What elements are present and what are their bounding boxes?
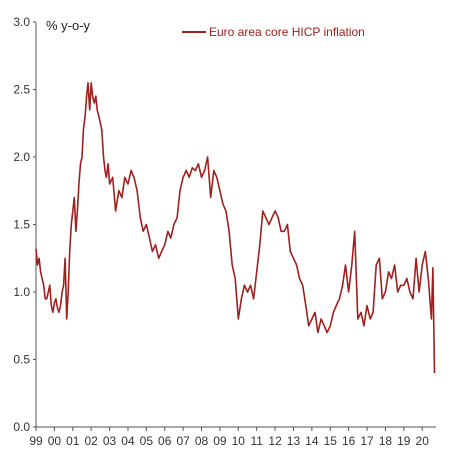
series-line-core-hicp [35, 82, 436, 374]
x-tick-label: 11 [250, 434, 263, 448]
legend: Euro area core HICP inflation [182, 25, 365, 39]
x-tick-label: 03 [103, 434, 117, 448]
x-tick-label: 13 [287, 434, 301, 448]
y-tick-label: 1.5 [13, 218, 30, 232]
x-tick-label: 19 [397, 434, 411, 448]
x-tick-label: 12 [268, 434, 282, 448]
series-group [35, 82, 436, 374]
x-tick-label: 07 [176, 434, 190, 448]
x-tick-label: 20 [416, 434, 430, 448]
y-tick-label: 2.5 [13, 83, 30, 97]
x-tick-label: 99 [29, 434, 43, 448]
y-tick-label: 2.0 [13, 150, 30, 164]
x-tick-label: 05 [140, 434, 154, 448]
x-tick-label: 18 [379, 434, 393, 448]
x-tick-label: 10 [232, 434, 246, 448]
y-tick-label: 3.0 [13, 15, 30, 29]
x-tick-label: 08 [195, 434, 209, 448]
x-tick-label: 09 [213, 434, 227, 448]
x-tick-label: 15 [324, 434, 338, 448]
x-tick-label: 00 [48, 434, 62, 448]
y-tick-label: 0.5 [13, 353, 30, 367]
x-tick-label: 02 [84, 434, 98, 448]
x-tick-label: 17 [360, 434, 374, 448]
x-tick-label: 14 [305, 434, 319, 448]
x-tick-label: 16 [342, 434, 356, 448]
y-axis-unit-label: % y-o-y [46, 18, 91, 33]
y-axis-ticks: 0.0 0.5 1.0 1.5 2.0 2.5 3.0 [13, 15, 36, 434]
y-tick-label: 1.0 [13, 285, 30, 299]
x-tick-label: 01 [66, 434, 80, 448]
x-tick-label: 06 [158, 434, 172, 448]
y-tick-label: 0.0 [13, 420, 30, 434]
x-axis-ticks: 99 00 01 02 03 04 05 06 07 08 09 10 11 12 13 14 15 16 17 18… [29, 427, 429, 448]
legend-label: Euro area core HICP inflation [209, 25, 365, 39]
x-tick-label: 04 [121, 434, 135, 448]
